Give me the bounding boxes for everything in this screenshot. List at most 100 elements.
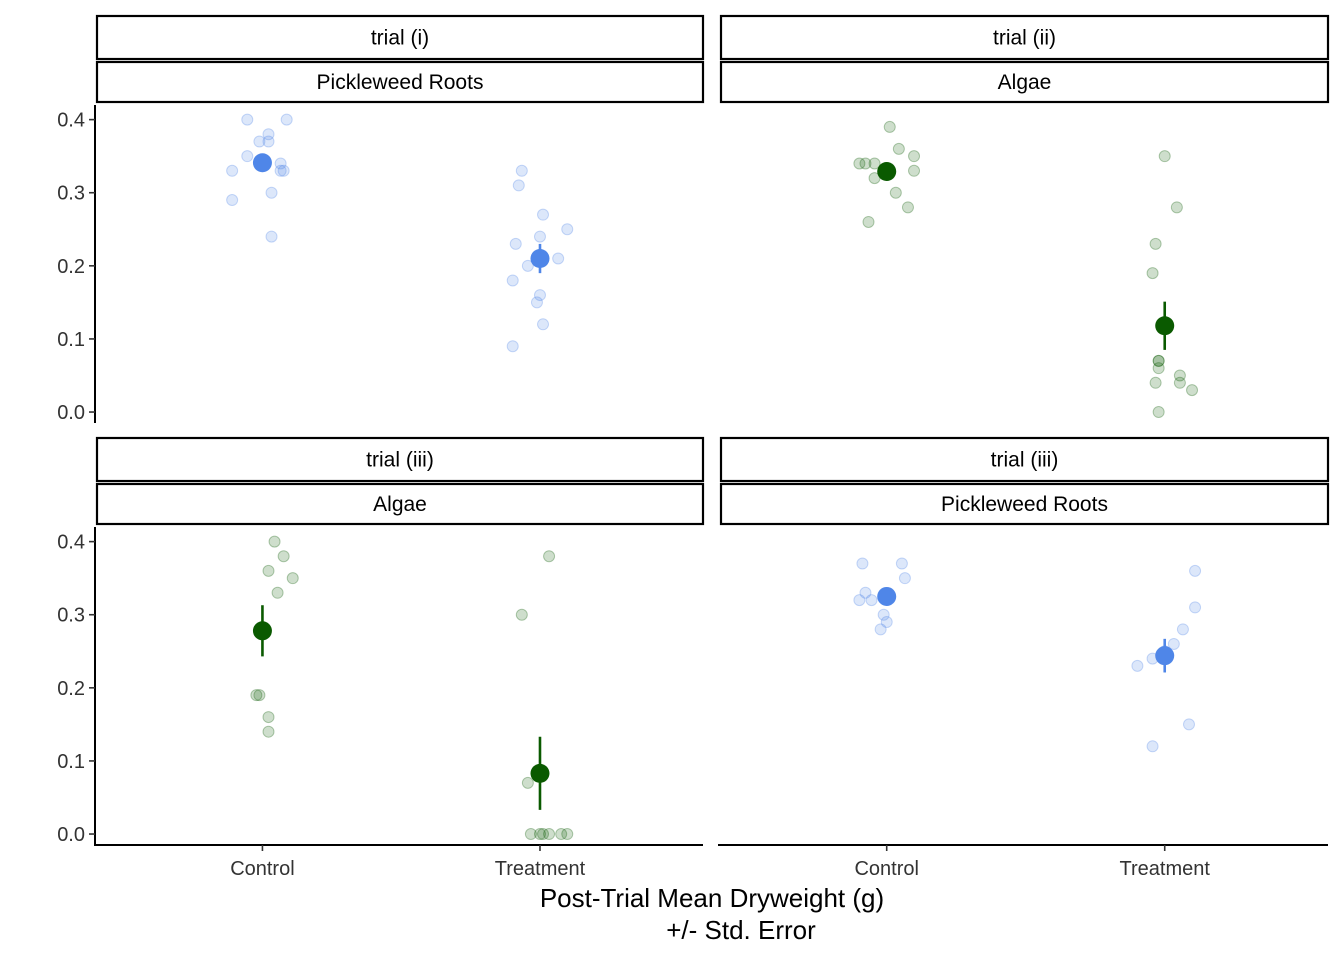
data-point — [268, 535, 281, 548]
data-point — [274, 164, 287, 177]
data-point — [859, 586, 872, 599]
data-point — [901, 201, 914, 214]
x-tick-label: Treatment — [1120, 858, 1211, 880]
data-point — [880, 616, 893, 629]
data-point — [561, 828, 574, 841]
data-point — [533, 289, 546, 302]
data-point — [521, 259, 534, 272]
y-tick-label: 0.3 — [57, 605, 85, 627]
y-tick-label: 0.0 — [57, 824, 85, 846]
data-point — [543, 828, 556, 841]
strip-trial-label: trial (ii) — [993, 27, 1056, 50]
mean-point — [1155, 646, 1175, 666]
data-point — [1146, 267, 1159, 280]
y-tick-label: 0.1 — [57, 329, 85, 351]
x-tick-label: Treatment — [495, 858, 586, 880]
data-point — [537, 318, 550, 331]
data-point — [1173, 369, 1186, 382]
data-point — [262, 128, 275, 141]
data-point — [506, 340, 519, 353]
data-point — [1146, 740, 1159, 753]
x-tick-label: Control — [230, 858, 294, 880]
data-point — [533, 828, 546, 841]
mean-point — [530, 249, 550, 269]
data-point — [1152, 354, 1165, 367]
data-point — [271, 586, 284, 599]
data-point — [262, 564, 275, 577]
mean-point — [530, 763, 550, 783]
data-point — [226, 164, 239, 177]
mean-point — [877, 162, 897, 182]
data-point — [506, 274, 519, 287]
y-tick-label: 0.0 — [57, 402, 85, 424]
mean-point — [252, 621, 272, 641]
data-point — [509, 237, 522, 250]
data-point — [543, 550, 556, 563]
data-point — [512, 179, 525, 192]
data-point — [892, 142, 905, 155]
y-tick-label: 0.4 — [57, 532, 85, 554]
data-point — [895, 557, 908, 570]
strip-material — [95, 482, 705, 526]
data-point — [1189, 601, 1202, 614]
data-point — [253, 689, 266, 702]
data-point — [552, 252, 565, 265]
y-tick-label: 0.2 — [57, 256, 85, 278]
x-axis-title-line-1: Post-Trial Mean Dryweight (g) — [540, 883, 884, 913]
panel-4: trial (iii) Pickleweed Roots Control Treatm… — [718, 436, 1330, 880]
data-point — [1176, 623, 1189, 636]
data-point — [898, 572, 911, 585]
data-point — [253, 135, 266, 148]
data-point — [1167, 637, 1180, 650]
strip-material-label: Pickleweed Roots — [317, 71, 484, 94]
data-point — [1152, 362, 1165, 375]
data-point — [262, 725, 275, 738]
data-point — [1170, 201, 1183, 214]
panel-3: trial (iii) Algae 0.0 0.1 0.2 0.3 0.4 Control Tr… — [57, 436, 705, 880]
data-point — [889, 186, 902, 199]
data-point — [521, 776, 534, 789]
mean-point — [252, 153, 272, 173]
panel-2: trial (ii) Algae — [719, 14, 1330, 419]
data-point — [1152, 354, 1165, 367]
y-tick-label: 0.2 — [57, 678, 85, 700]
data-point — [874, 623, 887, 636]
data-point — [226, 194, 239, 207]
data-point — [524, 828, 537, 841]
x-axis-title-line-2: +/- Std. Error — [666, 915, 816, 945]
data-point — [1149, 237, 1162, 250]
data-point — [515, 164, 528, 177]
data-point — [868, 157, 881, 170]
data-point — [1131, 659, 1144, 672]
data-point — [1182, 718, 1195, 731]
data-point — [280, 113, 293, 126]
data-point — [262, 135, 275, 148]
data-point — [877, 608, 890, 621]
strip-material-label: Algae — [373, 493, 427, 516]
data-point — [515, 608, 528, 621]
data-point — [853, 157, 866, 170]
data-point — [859, 157, 872, 170]
y-tick-label: 0.4 — [57, 110, 85, 132]
strip-material — [95, 60, 705, 104]
strip-trial-label: trial (iii) — [991, 449, 1059, 472]
data-point — [561, 223, 574, 236]
panel-1: trial (i) Pickleweed Roots 0.0 0.1 0.2 0.3 0.4 — [57, 14, 705, 424]
data-point — [265, 230, 278, 243]
data-point — [865, 594, 878, 607]
mean-point — [877, 586, 897, 606]
strip-trial — [95, 436, 705, 483]
data-point — [555, 828, 568, 841]
data-point — [241, 150, 254, 163]
data-point — [537, 828, 550, 841]
data-point — [533, 230, 546, 243]
data-point — [250, 689, 263, 702]
data-point — [908, 164, 921, 177]
data-point — [1186, 384, 1199, 397]
data-point — [537, 208, 550, 221]
mean-point — [1155, 316, 1175, 336]
data-point — [277, 164, 290, 177]
strip-trial — [719, 14, 1330, 61]
strip-material-label: Algae — [998, 71, 1052, 94]
